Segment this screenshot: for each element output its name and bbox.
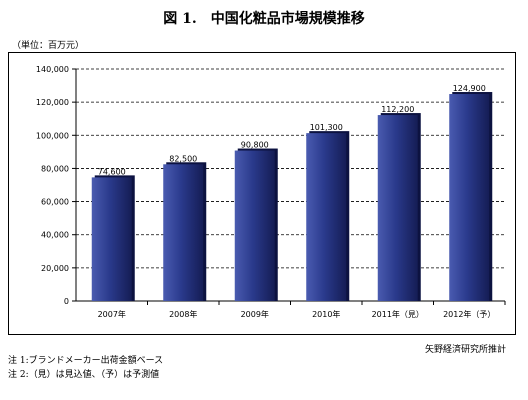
y-tick-label: 40,000	[41, 231, 69, 240]
data-label: 74,600	[98, 167, 126, 176]
bar	[306, 133, 347, 301]
y-tick-label: 0	[64, 297, 69, 306]
y-tick-label: 80,000	[41, 164, 69, 173]
x-tick-label: 2009年	[241, 309, 269, 319]
data-label: 101,300	[310, 123, 343, 132]
data-label: 112,200	[381, 105, 414, 114]
note-1: 注 1:ブランドメーカー出荷金額ベース	[8, 356, 164, 366]
x-tick-label: 2007年	[98, 309, 126, 319]
x-tick-label: 2010年	[312, 309, 340, 319]
x-tick-label: 2008年	[169, 309, 197, 319]
unit-label: （単位：百万元）	[12, 41, 85, 51]
y-tick-label: 100,000	[36, 131, 69, 140]
bar	[449, 94, 490, 301]
data-label: 124,900	[453, 84, 486, 93]
chart-frame: 0 20,000 40,000 60,000 80,000 100,000 120,000 1…	[8, 52, 516, 335]
bar	[377, 115, 418, 301]
note-2: 注 2:（見）は見込値、（予）は予測値	[8, 370, 160, 380]
y-tick-label: 60,000	[41, 198, 69, 207]
bar-chart: 0 20,000 40,000 60,000 80,000 100,000 120,000 1…	[36, 65, 506, 319]
x-tick-label: 2011年（見）	[372, 309, 424, 319]
y-tick-label: 120,000	[36, 98, 69, 107]
data-label: 90,800	[241, 141, 269, 150]
bar	[163, 164, 204, 301]
chart-title: 図 1. 中国化粧品市場規模推移	[163, 11, 365, 27]
data-label: 82,500	[169, 154, 197, 163]
y-tick-label: 20,000	[41, 264, 69, 273]
source-label: 矢野経済研究所推計	[424, 345, 506, 355]
y-tick-label: 140,000	[36, 65, 69, 74]
bar	[91, 177, 132, 301]
x-tick-label: 2012年（予）	[443, 309, 495, 319]
bar	[234, 150, 275, 301]
